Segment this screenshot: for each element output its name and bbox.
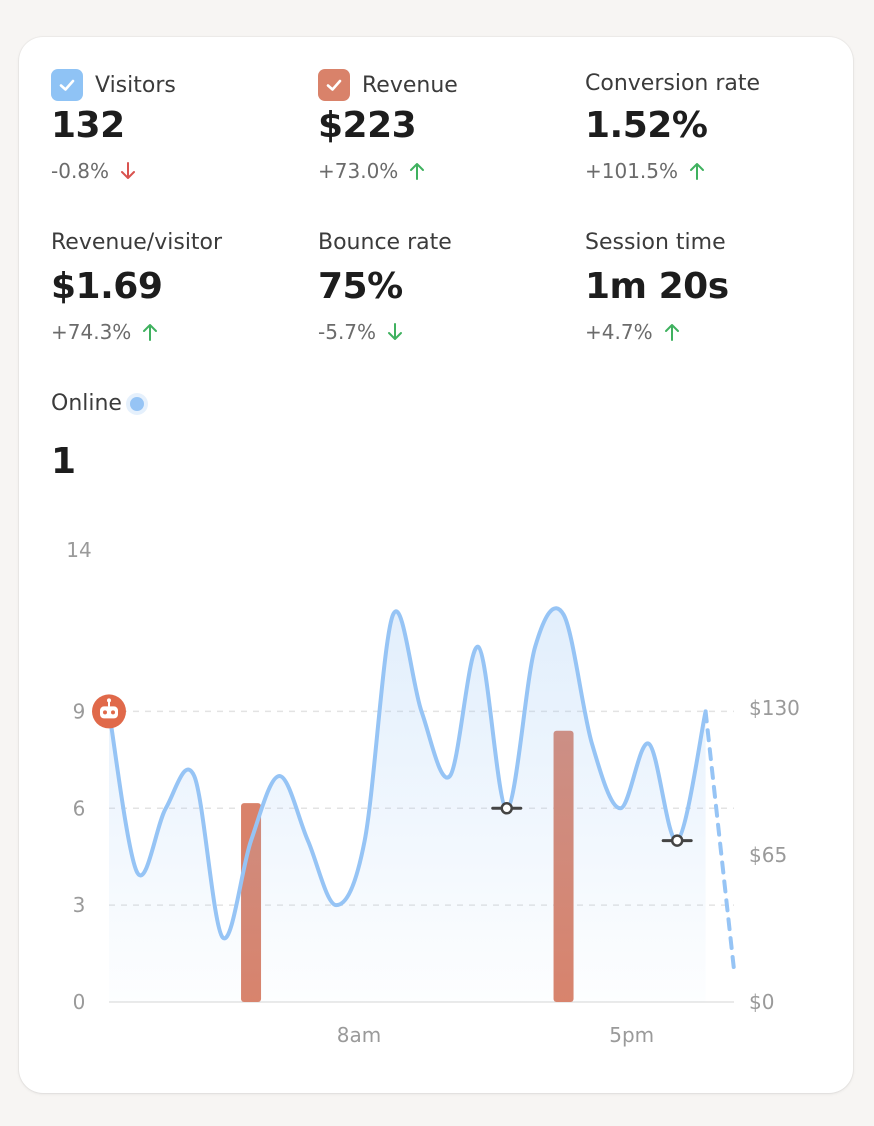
- metric-delta-text: +101.5%: [585, 159, 679, 183]
- metric-revenue-label-row: Revenue: [318, 69, 458, 101]
- online-label-row: Online: [51, 391, 144, 416]
- visitors-checkbox[interactable]: [51, 69, 83, 101]
- arrow-down-icon: [121, 162, 136, 179]
- robot-icon-head: [100, 706, 118, 719]
- checkmark-icon: [59, 79, 75, 91]
- checkmark-icon: [326, 79, 342, 91]
- visitors-area: [109, 608, 706, 1002]
- metric-delta-text: -0.8%: [51, 159, 110, 183]
- metric-label: Revenue: [362, 72, 458, 98]
- arrow-up-icon: [690, 163, 705, 180]
- metric-value: 75%: [318, 266, 403, 307]
- metric-delta: -5.7%: [318, 320, 404, 344]
- y-tick-label: 9: [73, 699, 86, 723]
- annotation-marker-dot: [500, 802, 513, 815]
- metric-delta-text: +73.0%: [318, 159, 399, 183]
- online-status-dot: [129, 396, 144, 411]
- metric-delta: +101.5%: [585, 159, 706, 183]
- y-right-tick-label: $130: [749, 696, 800, 720]
- metric-delta-text: -5.7%: [318, 320, 377, 344]
- metric-delta-text: +4.7%: [585, 320, 653, 344]
- metric-label: Visitors: [95, 72, 176, 98]
- metric-value: $1.69: [51, 266, 163, 307]
- metric-value: $223: [318, 105, 417, 146]
- arrow-up-icon: [664, 324, 679, 341]
- metric-visitors-label-row: Visitors: [51, 69, 176, 101]
- robot-icon[interactable]: [92, 694, 126, 729]
- metric-delta-text: +74.3%: [51, 320, 132, 344]
- online-label: Online: [51, 391, 122, 416]
- online-count: 1: [51, 441, 76, 482]
- y-tick-label: 6: [73, 796, 86, 820]
- metric-label: Bounce rate: [318, 230, 452, 255]
- robot-icon-eye: [111, 710, 115, 715]
- robot-icon-eye: [103, 710, 107, 715]
- metric-value: 1m 20s: [585, 266, 729, 307]
- metric-label: Session time: [585, 230, 726, 255]
- annotation-marker[interactable]: [491, 802, 523, 815]
- metric-value: 1.52%: [585, 105, 708, 146]
- x-tick-label: 5pm: [609, 1023, 654, 1047]
- metric-delta: +74.3%: [51, 320, 159, 344]
- robot-icon-antenna-tip: [107, 698, 111, 703]
- analytics-card: Visitors 132 -0.8% Revenue $223 +73.0% C…: [19, 37, 853, 1093]
- annotation-marker[interactable]: [661, 834, 693, 847]
- x-tick-label: 8am: [337, 1023, 381, 1047]
- metric-delta: +73.0%: [318, 159, 426, 183]
- visitors-line[interactable]: [107, 606, 708, 941]
- arrow-up-icon: [143, 324, 158, 341]
- visitors-revenue-chart[interactable]: 0 3 6 9 14 $0 $65 $130 8am 5pm: [19, 37, 853, 1093]
- annotation-marker-dot: [670, 834, 684, 847]
- metric-label: Revenue/visitor: [51, 230, 223, 255]
- metric-delta: -0.8%: [51, 159, 137, 183]
- y-tick-label: 3: [73, 893, 86, 917]
- y-tick-label: 14: [66, 538, 91, 562]
- metric-value: 132: [51, 105, 125, 146]
- visitors-line-projected: [703, 709, 736, 972]
- revenue-checkbox[interactable]: [318, 69, 350, 101]
- y-tick-label: 0: [73, 990, 86, 1014]
- metric-label: Conversion rate: [585, 71, 761, 96]
- y-right-tick-label: $65: [749, 843, 787, 867]
- y-right-tick-label: $0: [749, 990, 774, 1014]
- arrow-up-icon: [410, 163, 425, 180]
- arrow-down-icon: [388, 323, 403, 340]
- metric-delta: +4.7%: [585, 320, 681, 344]
